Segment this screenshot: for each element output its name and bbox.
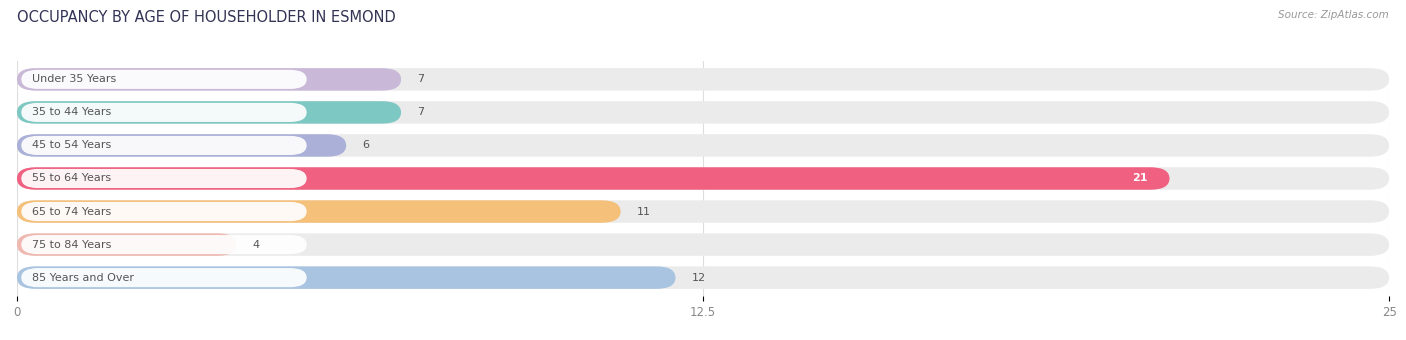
Text: OCCUPANCY BY AGE OF HOUSEHOLDER IN ESMOND: OCCUPANCY BY AGE OF HOUSEHOLDER IN ESMON… [17,10,395,25]
FancyBboxPatch shape [21,169,307,188]
Text: 12: 12 [692,273,706,283]
FancyBboxPatch shape [21,136,307,155]
Text: 21: 21 [1132,173,1147,184]
FancyBboxPatch shape [21,235,307,254]
Text: 45 to 54 Years: 45 to 54 Years [32,140,111,151]
FancyBboxPatch shape [17,68,1389,90]
FancyBboxPatch shape [21,268,307,287]
FancyBboxPatch shape [21,103,307,122]
FancyBboxPatch shape [17,167,1170,190]
Text: 35 to 44 Years: 35 to 44 Years [32,107,111,117]
Text: 4: 4 [253,240,260,250]
FancyBboxPatch shape [17,134,1389,157]
Text: 6: 6 [363,140,370,151]
FancyBboxPatch shape [17,200,620,223]
FancyBboxPatch shape [21,70,307,89]
FancyBboxPatch shape [17,167,1389,190]
FancyBboxPatch shape [17,68,401,90]
Text: 55 to 64 Years: 55 to 64 Years [32,173,111,184]
Text: 11: 11 [637,206,651,217]
Text: 65 to 74 Years: 65 to 74 Years [32,206,111,217]
FancyBboxPatch shape [17,233,236,256]
Text: 7: 7 [418,107,425,117]
FancyBboxPatch shape [17,101,1389,124]
FancyBboxPatch shape [17,267,675,289]
Text: 7: 7 [418,74,425,84]
FancyBboxPatch shape [21,202,307,221]
Text: 75 to 84 Years: 75 to 84 Years [32,240,111,250]
FancyBboxPatch shape [17,101,401,124]
Text: 85 Years and Over: 85 Years and Over [32,273,134,283]
FancyBboxPatch shape [17,233,1389,256]
FancyBboxPatch shape [17,134,346,157]
Text: Under 35 Years: Under 35 Years [32,74,117,84]
FancyBboxPatch shape [17,200,1389,223]
FancyBboxPatch shape [17,267,1389,289]
Text: Source: ZipAtlas.com: Source: ZipAtlas.com [1278,10,1389,20]
